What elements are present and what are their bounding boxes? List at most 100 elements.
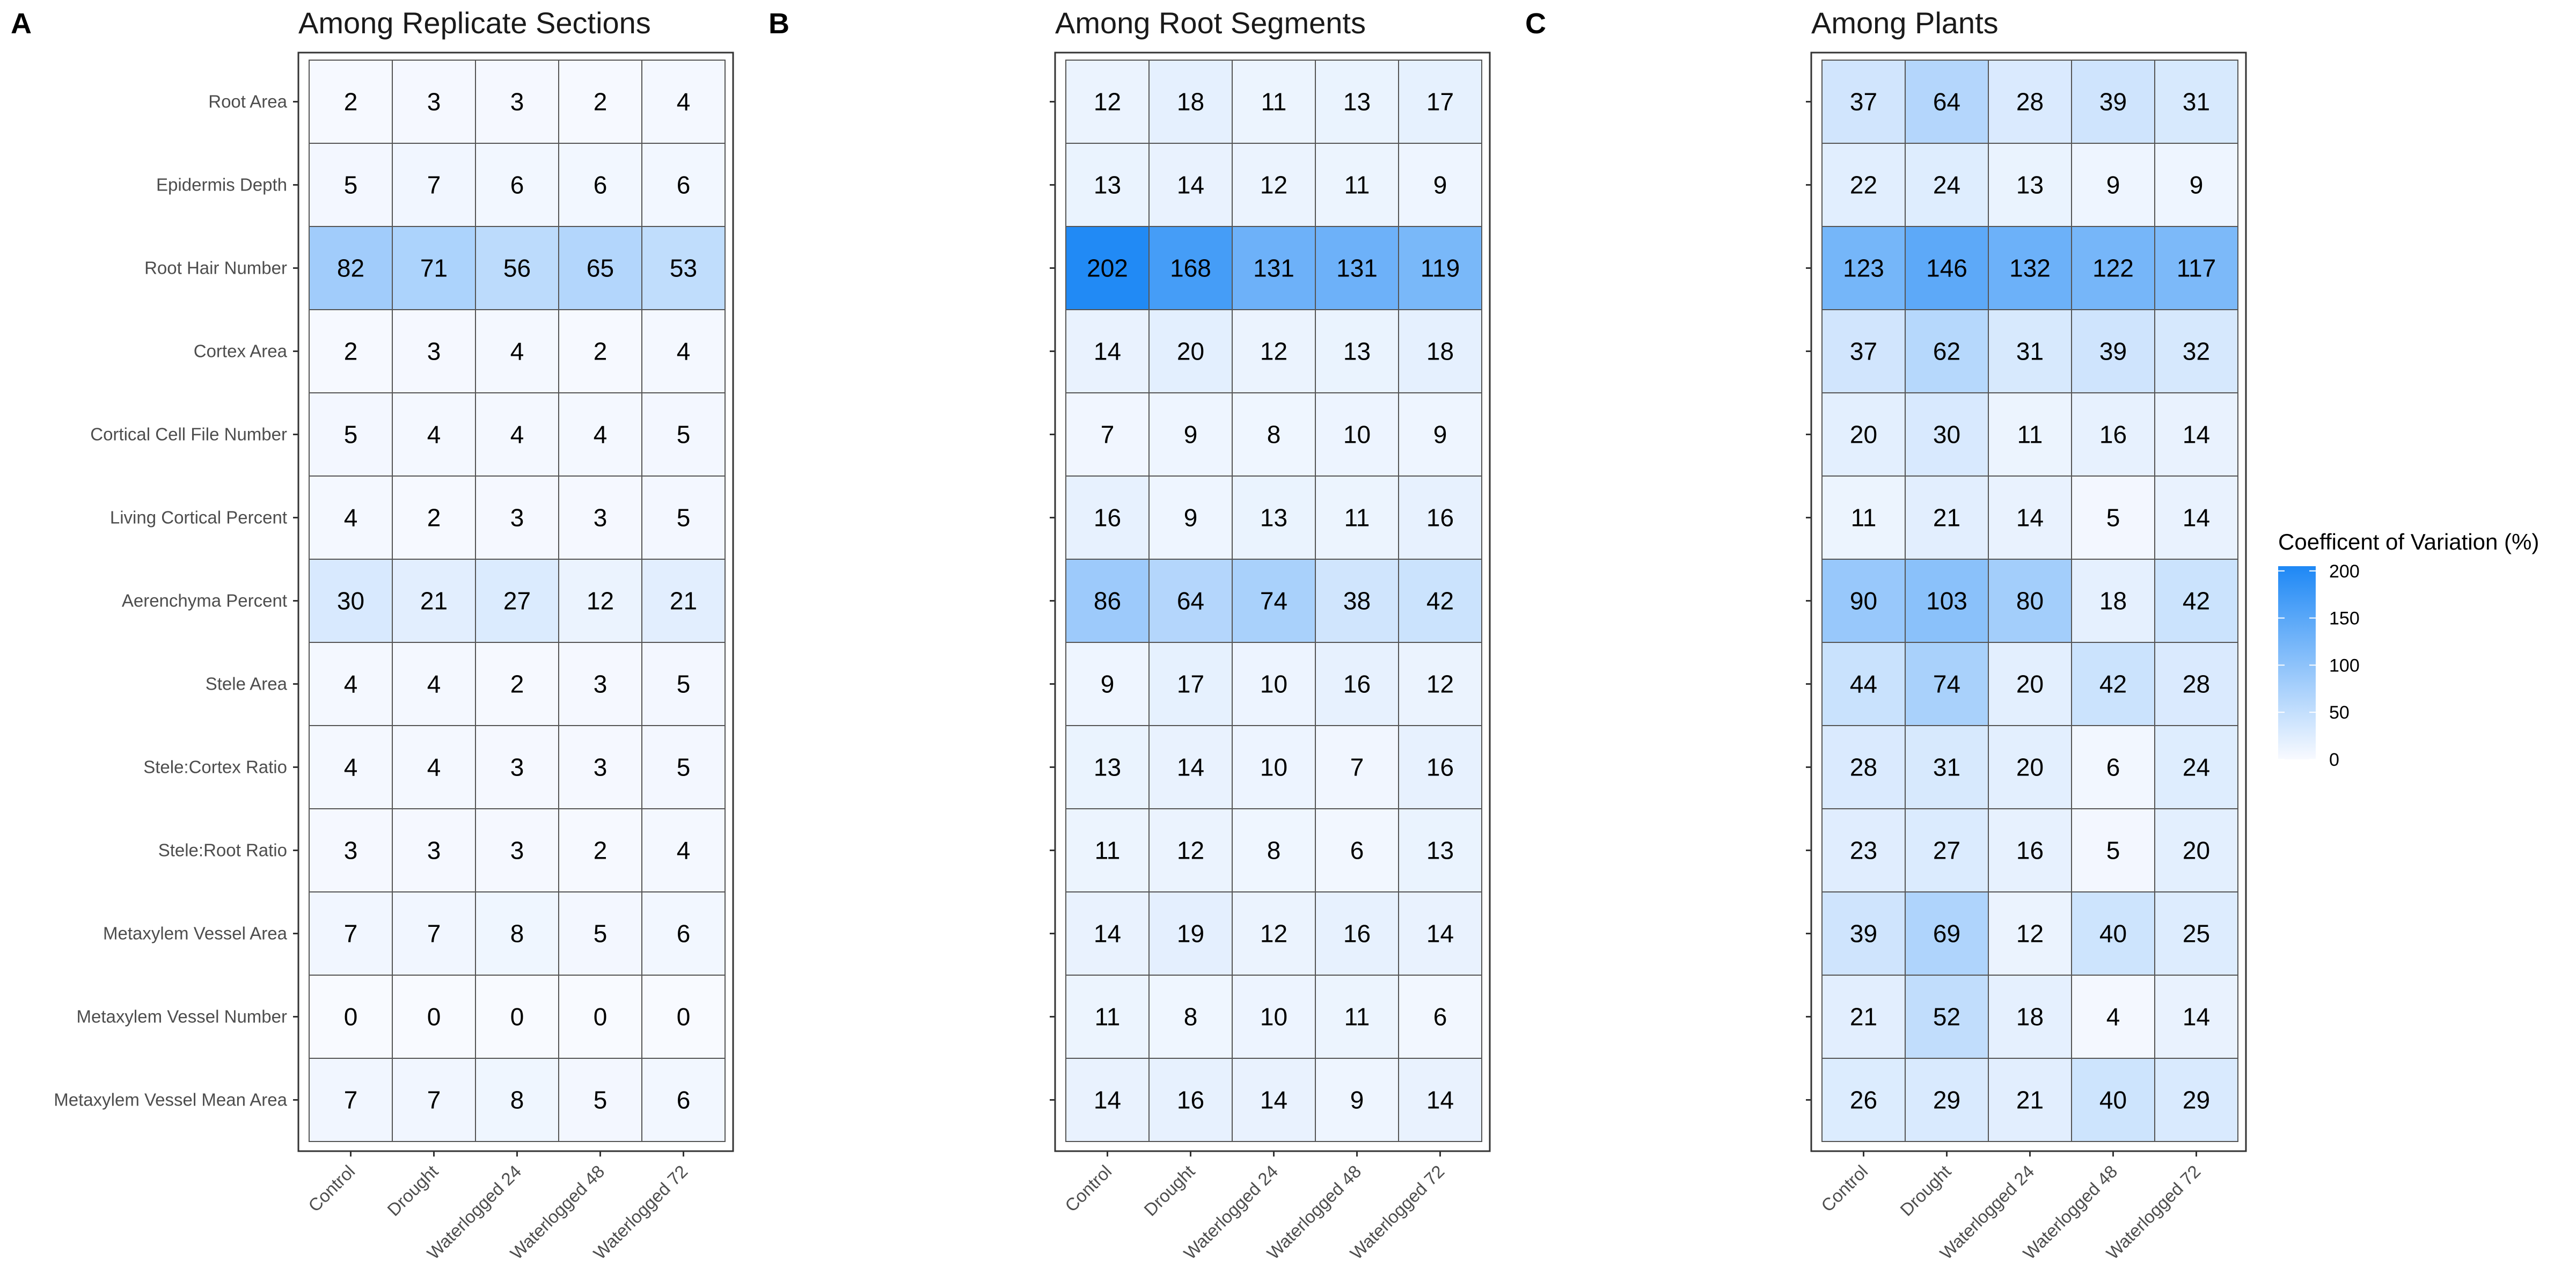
heatmap-cell (1148, 309, 1233, 393)
cell-value-label: 16 (1177, 1086, 1204, 1114)
heatmap-cell (1821, 143, 1906, 227)
cell-value-label: 21 (1850, 1003, 1877, 1031)
cell-value-label: 3 (344, 837, 358, 865)
heatmap-cell (392, 1058, 476, 1142)
cell-value-label: 103 (1926, 587, 1967, 615)
heatmap-cell (2071, 725, 2155, 809)
cell-value-label: 29 (1933, 1086, 1960, 1114)
row-label: Metaxylem Vessel Area (103, 924, 288, 943)
heatmap-cell (309, 808, 393, 892)
row-label: Stele:Cortex Ratio (143, 757, 287, 777)
heatmap-cell (1905, 642, 1989, 726)
heatmap-cell (1315, 725, 1399, 809)
cell-value-label: 4 (677, 338, 691, 365)
cell-value-label: 80 (2016, 587, 2044, 615)
heatmap-cell (1232, 642, 1316, 726)
cell-value-label: 18 (1426, 338, 1454, 365)
heatmap-cell (2154, 891, 2238, 976)
heatmap-cell (1065, 143, 1150, 227)
heatmap-cell (392, 309, 476, 393)
legend-tick-label: 200 (2329, 561, 2360, 582)
cell-value-label: 8 (1184, 1003, 1198, 1031)
heatmap-cell (309, 143, 393, 227)
cell-value-label: 9 (2190, 171, 2204, 199)
heatmap-cell (1905, 975, 1989, 1059)
cell-value-label: 9 (1350, 1086, 1364, 1114)
cell-value-label: 10 (1260, 1003, 1287, 1031)
heatmap-cell (1148, 1058, 1233, 1142)
heatmap-cell (1988, 559, 2072, 643)
heatmap-cell (1148, 475, 1233, 560)
heatmap-cell (392, 392, 476, 477)
panel-letter-a: A (11, 8, 32, 40)
cell-value-label: 4 (510, 421, 524, 449)
heatmap-cell (309, 60, 393, 144)
panel-letter-b: B (769, 8, 789, 40)
heatmap-cell (1821, 475, 1906, 560)
heatmap-cell (1148, 392, 1233, 477)
heatmap-cell (1398, 143, 1482, 227)
cell-value-label: 37 (1850, 338, 1877, 365)
heatmap-cell (641, 60, 726, 144)
cell-value-label: 19 (1177, 920, 1204, 948)
cell-value-label: 5 (2106, 504, 2120, 532)
cell-value-label: 202 (1087, 254, 1128, 282)
cell-value-label: 28 (2016, 88, 2044, 116)
cell-value-label: 39 (2099, 338, 2127, 365)
heatmap-cell (2154, 808, 2238, 892)
heatmap-cell (2071, 309, 2155, 393)
heatmap-cell (1232, 808, 1316, 892)
heatmap-cell (1315, 309, 1399, 393)
heatmap-cell (1065, 475, 1150, 560)
row-label: Cortical Cell File Number (90, 425, 287, 444)
cell-value-label: 13 (1343, 338, 1371, 365)
cell-value-label: 40 (2099, 920, 2127, 948)
cell-value-label: 17 (1426, 88, 1454, 116)
cell-value-label: 14 (2183, 504, 2210, 532)
heatmap-cell (558, 975, 642, 1059)
heatmap-cell (1905, 309, 1989, 393)
heatmap-cell (1398, 392, 1482, 477)
row-label: Epidermis Depth (156, 175, 287, 195)
cell-value-label: 86 (1094, 587, 1121, 615)
cell-value-label: 132 (2009, 254, 2051, 282)
legend-tick-label: 100 (2329, 655, 2360, 676)
heatmap-cell (2154, 143, 2238, 227)
cell-value-label: 0 (510, 1003, 524, 1031)
cell-value-label: 44 (1850, 670, 1877, 698)
cell-value-label: 11 (1344, 504, 1370, 532)
heatmap-cell (641, 226, 726, 310)
cell-value-label: 2 (594, 88, 608, 116)
heatmap-cell (641, 143, 726, 227)
heatmap-cell (1988, 1058, 2072, 1142)
heatmap-cell (1821, 642, 1906, 726)
cell-value-label: 39 (1850, 920, 1877, 948)
cell-value-label: 90 (1850, 587, 1877, 615)
row-label: Metaxylem Vessel Number (77, 1007, 287, 1027)
heatmap-cell (2154, 226, 2238, 310)
heatmap-cell (1988, 392, 2072, 477)
cell-value-label: 14 (1094, 920, 1121, 948)
cell-value-label: 16 (1343, 920, 1371, 948)
heatmap-cell (558, 1058, 642, 1142)
cell-value-label: 20 (2016, 753, 2044, 781)
heatmap-cell (1315, 143, 1399, 227)
heatmap-cell (475, 226, 559, 310)
cell-value-label: 21 (2016, 1086, 2044, 1114)
cell-value-label: 3 (510, 753, 524, 781)
heatmap-cell (392, 891, 476, 976)
cell-value-label: 6 (2106, 753, 2120, 781)
cell-value-label: 13 (1343, 88, 1371, 116)
heatmap-cell (1315, 891, 1399, 976)
legend-tick-label: 0 (2329, 750, 2339, 770)
cell-value-label: 4 (344, 504, 358, 532)
cell-value-label: 2 (427, 504, 441, 532)
cell-value-label: 7 (427, 171, 441, 199)
heatmap-cell (1065, 891, 1150, 976)
cell-value-label: 8 (510, 920, 524, 948)
cell-value-label: 71 (420, 254, 448, 282)
heatmap-cell (558, 559, 642, 643)
heatmap-cell (641, 559, 726, 643)
row-label: Stele Area (206, 674, 288, 694)
